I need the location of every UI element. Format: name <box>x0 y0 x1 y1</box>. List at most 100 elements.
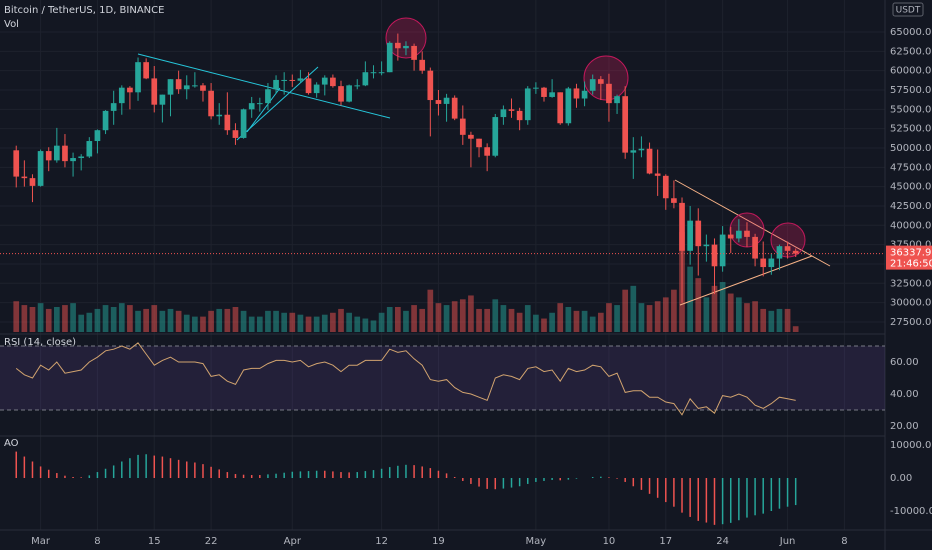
volume-bar <box>516 312 523 332</box>
currency-badge <box>892 2 924 17</box>
candle-body <box>13 150 20 177</box>
volume-bar <box>86 312 93 332</box>
candle-body <box>736 230 742 239</box>
volume-bar <box>654 301 661 332</box>
candle-body <box>411 45 417 60</box>
candle-body <box>727 234 734 239</box>
volume-bar <box>703 297 710 332</box>
candle-body <box>687 220 693 251</box>
x-tick-label: 19 <box>432 536 445 547</box>
candle-body <box>281 79 288 81</box>
candle-body <box>581 90 588 99</box>
volume-bar <box>338 308 344 332</box>
highlight-circle <box>583 55 629 101</box>
volume-bar <box>500 305 507 332</box>
candle-body <box>386 42 393 73</box>
volume-bar <box>524 305 531 332</box>
candle-body <box>427 70 434 101</box>
candle-body <box>549 92 555 97</box>
volume-bar <box>289 312 296 332</box>
candle-body <box>484 147 490 156</box>
volume-bar <box>240 310 247 332</box>
candle-body <box>45 151 52 161</box>
volume-bar <box>622 289 629 332</box>
volume-bar <box>508 308 515 332</box>
candle-body <box>208 90 214 117</box>
volume-bar <box>256 316 263 332</box>
volume-bar <box>70 303 76 332</box>
volume-bar <box>589 316 596 332</box>
volume-bar <box>760 308 767 332</box>
volume-bar <box>151 305 158 332</box>
volume-bar <box>208 310 214 332</box>
volume-bar <box>419 308 426 332</box>
volume-bar <box>776 308 783 332</box>
y-tick-label: 27500.00 <box>890 317 932 328</box>
volume-bar <box>435 303 442 332</box>
y-tick-label: 55000.00 <box>890 104 932 115</box>
volume-bar <box>118 303 125 332</box>
currency: USDT <box>896 6 921 16</box>
candle-body <box>443 97 450 104</box>
candle-body <box>614 96 620 104</box>
candle-body <box>557 92 564 124</box>
candle-body <box>53 145 60 161</box>
candle-body <box>127 87 133 93</box>
volume-bar <box>13 301 20 332</box>
volume-bar <box>102 305 109 332</box>
candle-body <box>671 198 677 203</box>
candle-body <box>752 236 758 259</box>
candle-body <box>524 88 531 121</box>
candle-body <box>654 173 661 176</box>
volume-bar <box>346 312 352 332</box>
candle-body <box>679 202 685 251</box>
volume-bar <box>411 305 417 332</box>
volume-bar <box>265 310 271 332</box>
candle-body <box>403 45 409 49</box>
volume-bar <box>305 316 312 332</box>
candle-body <box>151 78 158 105</box>
volume-bar <box>370 320 377 332</box>
y-tick-label: 52500.00 <box>890 124 932 135</box>
x-tick-label: 8 <box>94 536 100 547</box>
candle-body <box>573 88 580 99</box>
candle-body <box>395 42 401 49</box>
candle-body <box>346 85 352 102</box>
candle-body <box>362 72 369 86</box>
volume-bar <box>687 266 693 332</box>
candle-body <box>70 158 76 162</box>
volume-bar <box>216 308 223 332</box>
candle-body <box>492 117 499 156</box>
volume-bar <box>727 293 734 332</box>
trend-line <box>246 87 281 133</box>
volume-bar <box>573 310 580 332</box>
candle-body <box>662 175 669 199</box>
ao-title: AO <box>4 438 19 449</box>
chart-title: Bitcoin / TetherUS, 1D, BINANCE <box>4 5 164 16</box>
volume-bar <box>362 318 369 332</box>
candle-body <box>200 85 206 91</box>
x-tick-label: Apr <box>284 536 302 547</box>
volume-bar <box>597 312 604 332</box>
candle-body <box>135 62 141 93</box>
candle-body <box>468 134 474 139</box>
volume-bar <box>395 307 401 332</box>
candle-body <box>102 110 109 131</box>
volume-bar <box>200 316 206 332</box>
volume-bar <box>484 308 490 332</box>
candle-body <box>508 109 515 111</box>
x-tick-label: Mar <box>31 536 51 547</box>
candle-body <box>451 97 458 119</box>
volume-bar <box>281 312 288 332</box>
candle-body <box>265 89 271 104</box>
volume-bar <box>183 314 190 332</box>
volume-bar <box>476 308 482 332</box>
candle-body <box>224 114 231 131</box>
x-tick-label: 10 <box>603 536 616 547</box>
volume-bar <box>45 308 52 332</box>
volume-bar <box>711 285 718 332</box>
candle-body <box>305 78 312 94</box>
candle-body <box>240 109 247 138</box>
candle-body <box>419 59 426 71</box>
volume-bar <box>378 312 385 332</box>
